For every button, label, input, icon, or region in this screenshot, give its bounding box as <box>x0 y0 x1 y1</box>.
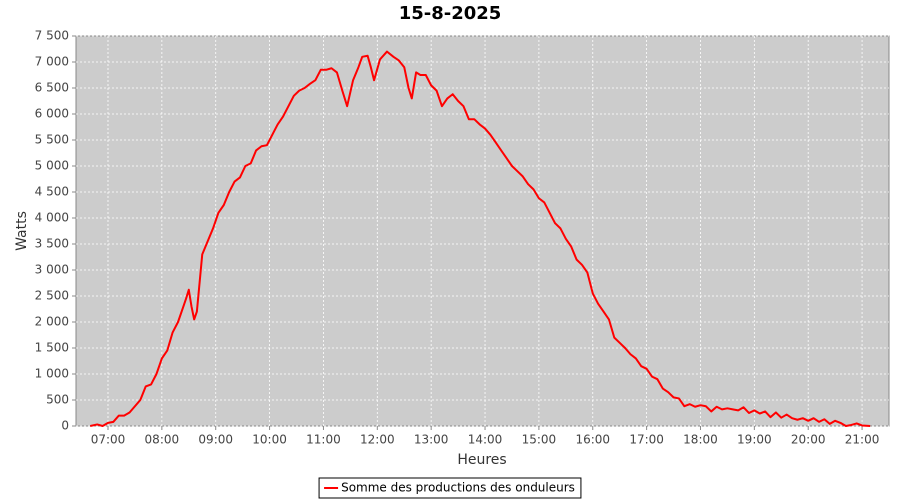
x-tick-label: 13:00 <box>414 433 449 447</box>
x-tick-label: 15:00 <box>522 433 557 447</box>
y-tick-label: 1 000 <box>35 367 69 381</box>
chart-title: 15-8-2025 <box>399 3 502 24</box>
x-tick-label: 19:00 <box>737 433 772 447</box>
y-tick-label: 4 000 <box>35 211 69 225</box>
legend: Somme des productions des onduleurs <box>318 477 582 499</box>
y-tick-label: 6 000 <box>35 107 69 121</box>
data-line <box>90 50 871 427</box>
y-tick-label: 6 500 <box>35 81 69 95</box>
x-tick-label: 07:00 <box>91 433 126 447</box>
x-tick-label: 08:00 <box>145 433 180 447</box>
y-tick-label: 4 500 <box>35 185 69 199</box>
x-tick-label: 17:00 <box>629 433 664 447</box>
y-tick-label: 2 500 <box>35 289 69 303</box>
y-tick-label: 3 000 <box>35 263 69 277</box>
y-tick-label: 1 500 <box>35 341 69 355</box>
plot-background <box>75 35 890 427</box>
x-tick-label: 21:00 <box>845 433 880 447</box>
x-tick-label: 10:00 <box>252 433 287 447</box>
x-tick-label: 18:00 <box>683 433 718 447</box>
y-tick-label: 5 000 <box>35 159 69 173</box>
y-tick-label: 5 500 <box>35 133 69 147</box>
x-tick-label: 14:00 <box>468 433 503 447</box>
y-tick-label: 0 <box>61 419 69 433</box>
x-tick-label: 20:00 <box>791 433 826 447</box>
y-tick-label: 3 500 <box>35 237 69 251</box>
x-tick-label: 09:00 <box>198 433 233 447</box>
y-tick-label: 7 000 <box>35 55 69 69</box>
legend-label: Somme des productions des onduleurs <box>341 481 575 495</box>
y-tick-label: 7 500 <box>35 29 69 43</box>
y-tick-label: 500 <box>46 393 69 407</box>
y-tick-label: 2 000 <box>35 315 69 329</box>
x-tick-label: 16:00 <box>575 433 610 447</box>
legend-box <box>318 477 582 499</box>
x-tick-label: 12:00 <box>360 433 395 447</box>
x-axis-label: Heures <box>457 452 506 468</box>
x-tick-label: 11:00 <box>306 433 341 447</box>
y-axis-label: Watts <box>14 211 30 251</box>
